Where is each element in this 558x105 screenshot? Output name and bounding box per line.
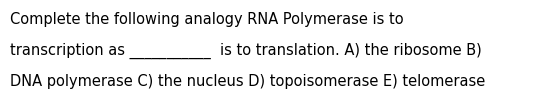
Text: transcription as ___________  is to translation. A) the ribosome B): transcription as ___________ is to trans… xyxy=(10,43,482,59)
Text: Complete the following analogy RNA Polymerase is to: Complete the following analogy RNA Polym… xyxy=(10,12,403,27)
Text: DNA polymerase C) the nucleus D) topoisomerase E) telomerase: DNA polymerase C) the nucleus D) topoiso… xyxy=(10,74,485,89)
